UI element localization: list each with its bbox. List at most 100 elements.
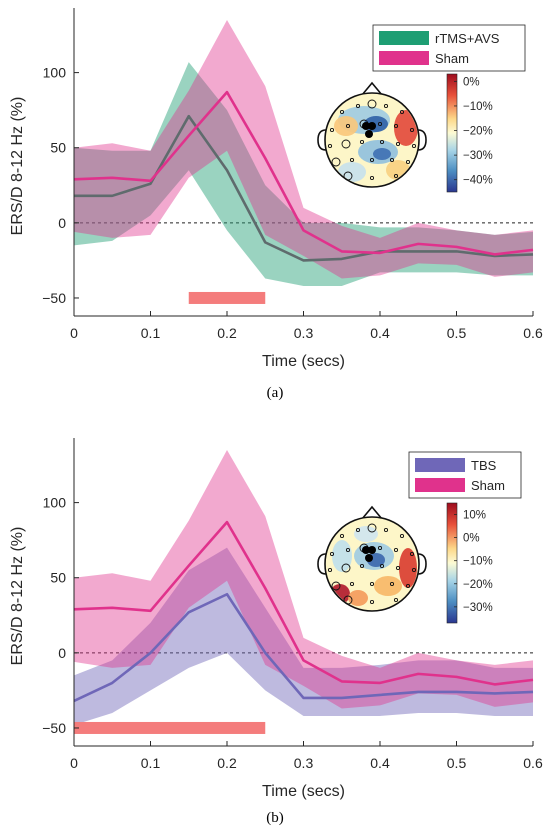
- y-tick-label: 100: [43, 495, 67, 511]
- topomap-electrode: [409, 127, 415, 133]
- topomap-blob: [374, 576, 402, 596]
- topomap-left-ear: [317, 553, 327, 575]
- topomap-electrode: [355, 527, 361, 533]
- topomap-nose: [361, 505, 383, 520]
- topomap-electrode: [405, 159, 411, 165]
- legend-swatch-0: [379, 31, 429, 45]
- topomap-electrode: [411, 567, 417, 573]
- topomap-electrode: [377, 121, 383, 127]
- panel-a: 0 0.1 0.2 0.3 0.4 0.5 0.6 −50 0 50 100 Time (secs) E…: [9, 8, 543, 401]
- y-tick-label: 0: [58, 215, 66, 231]
- series-line-1: [73, 520, 534, 686]
- x-tick-label: 0.6: [523, 325, 543, 341]
- topomap-electrode: [341, 563, 351, 573]
- topomap-electrode: [341, 139, 351, 149]
- x-tick-label: 0.4: [370, 325, 390, 341]
- x-axis-label: Time (secs): [262, 353, 345, 370]
- topomap-right-ear: [417, 553, 427, 575]
- x-tick-label: 0.5: [447, 755, 467, 771]
- x-tick-label: 0.2: [217, 325, 237, 341]
- legend-swatch-1: [415, 478, 465, 492]
- colorbar-tick-label: 0%: [463, 76, 480, 88]
- colorbar: [446, 73, 458, 193]
- topomap-electrode: [343, 171, 353, 181]
- topomap-blob: [394, 110, 418, 146]
- x-tick-label: 0.6: [523, 755, 543, 771]
- y-tick-label: 0: [58, 645, 66, 661]
- topomap-electrode: [369, 599, 375, 605]
- topomap-electrode: [359, 139, 365, 145]
- colorbar-tick-label: −40%: [463, 175, 493, 187]
- topomap-significant-electrode: [362, 122, 370, 130]
- x-tick-label: 0.1: [141, 755, 161, 771]
- significance-bar: [188, 291, 266, 304]
- legend-swatch-0: [415, 458, 465, 472]
- topomap-electrode: [359, 563, 365, 569]
- topomap-head: [317, 81, 427, 188]
- topomap-electrode: [349, 157, 355, 163]
- colorbar-tick-label: 10%: [463, 510, 486, 522]
- topomap-electrode: [389, 157, 395, 163]
- topomap-electrode: [379, 139, 385, 145]
- series-line-1: [73, 90, 534, 256]
- x-tick-label: 0.5: [447, 325, 467, 341]
- topomap-electrode: [393, 547, 399, 553]
- x-tick-label: 0.3: [294, 755, 314, 771]
- topomap-electrode: [327, 143, 333, 149]
- topomap-blob: [399, 548, 417, 588]
- legend: rTMS+AVS Sham: [372, 24, 526, 72]
- topomap-electrode: [345, 123, 351, 129]
- topomap-electrode: [393, 123, 399, 129]
- topomap-electrode: [393, 173, 399, 179]
- topomap-electrode: [349, 581, 355, 587]
- y-axis-label: ERS/D 8-12 Hz (%): [9, 527, 26, 666]
- topomap-significant-electrode: [365, 554, 373, 562]
- colorbar-tick-label: −10%: [463, 101, 493, 113]
- legend-label-1: Sham: [471, 478, 505, 493]
- colorbar-tick-label: 0%: [463, 533, 480, 545]
- topomap-electrode: [369, 175, 375, 181]
- topomap-electrode: [383, 527, 389, 533]
- topomap-electrode: [331, 581, 341, 591]
- topomap-blob: [338, 162, 366, 182]
- topomap-electrode: [355, 103, 361, 109]
- topomap-electrode: [399, 109, 405, 115]
- topomap-electrode: [411, 143, 417, 149]
- topomap-electrode: [377, 545, 383, 551]
- colorbar: [446, 502, 458, 624]
- colorbar-tick-label: −30%: [463, 150, 493, 162]
- y-tick-label: 100: [43, 65, 67, 81]
- series-line-0: [74, 114, 534, 262]
- x-tick-label: 0.3: [294, 325, 314, 341]
- panel-caption: (b): [266, 810, 284, 826]
- legend-label-0: rTMS+AVS: [435, 31, 500, 46]
- topomap-electrode: [339, 109, 345, 115]
- panel-caption: (a): [267, 385, 284, 401]
- series-line-0: [73, 592, 534, 703]
- legend-label-0: TBS: [471, 458, 497, 473]
- topomap-significant-electrode: [362, 546, 370, 554]
- topomap-electrode: [409, 551, 415, 557]
- topomap-nose: [361, 81, 383, 96]
- topomap-electrode: [329, 127, 335, 133]
- topomap-electrode: [399, 533, 405, 539]
- topomap-electrode: [379, 563, 385, 569]
- topomap-electrode: [367, 99, 377, 109]
- colorbar-tick-label: −10%: [463, 556, 493, 568]
- topomap-electrode: [383, 103, 389, 109]
- topomap-left-ear: [317, 129, 327, 151]
- legend-label-1: Sham: [435, 51, 469, 66]
- topomap-electrode: [395, 141, 401, 147]
- topomap-electrode: [327, 567, 333, 573]
- x-tick-label: 0.2: [217, 755, 237, 771]
- topomap-electrode: [389, 581, 395, 587]
- topomap-electrode: [369, 581, 375, 587]
- colorbar-tick-label: −20%: [463, 126, 493, 138]
- x-tick-label: 0.1: [141, 325, 161, 341]
- topomap-significant-electrode: [368, 122, 376, 130]
- x-tick-label: 0: [70, 755, 78, 771]
- y-tick-label: 50: [50, 570, 66, 586]
- error-band-0: [74, 547, 533, 725]
- topomap-electrode: [395, 565, 401, 571]
